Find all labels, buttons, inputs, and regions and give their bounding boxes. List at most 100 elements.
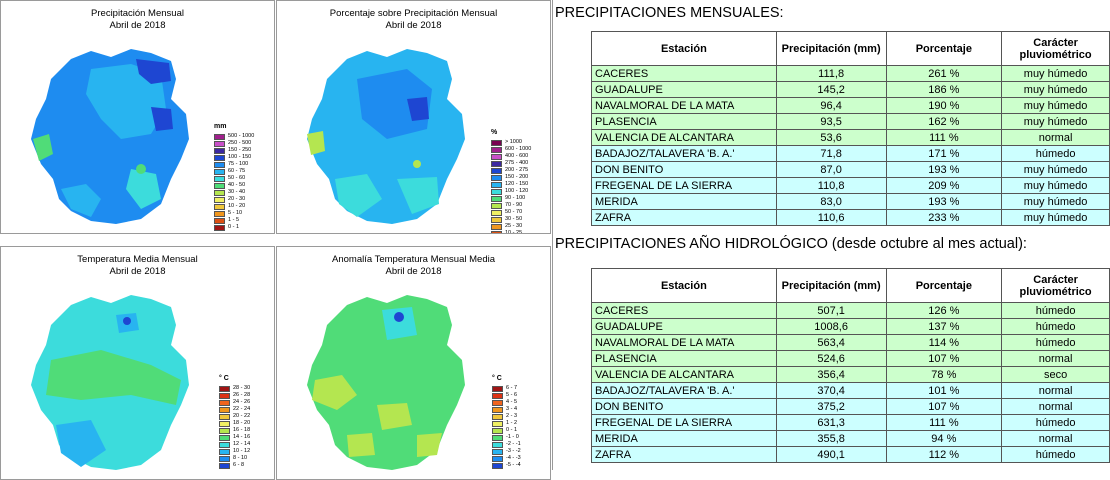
legend-item: -5 - -4 <box>492 462 521 469</box>
legend-label: 100 - 150 <box>228 154 252 160</box>
cell-percent: 209 % <box>885 177 1003 194</box>
cell-character: húmedo <box>1001 334 1110 351</box>
header-character: Carácter pluviométrico <box>1001 268 1110 303</box>
legend-swatch <box>491 223 502 230</box>
legend-label: -5 - -4 <box>506 462 521 468</box>
legend-label: 10 - 20 <box>228 203 246 209</box>
legend-swatch <box>491 202 502 209</box>
cell-percent: 111 % <box>885 414 1003 431</box>
legend-unit: ° C <box>219 375 229 382</box>
legend-item: 3 - 4 <box>492 406 521 413</box>
cell-percent: 171 % <box>885 145 1003 162</box>
monthly-precipitation-table: Estación Precipitación (mm) Porcentaje C… <box>591 31 1110 226</box>
header-percent: Porcentaje <box>885 268 1003 303</box>
legend-item: 16 - 18 <box>219 427 250 434</box>
legend-label: -3 - -2 <box>506 448 521 454</box>
header-precipitation: Precipitación (mm) <box>775 31 887 66</box>
table-row: CACERES 111,8 261 % muy húmedo <box>591 65 1110 82</box>
legend-swatch <box>492 441 503 448</box>
legend-swatch <box>492 385 503 392</box>
legend-swatch <box>491 153 502 160</box>
legend-swatch <box>214 175 225 182</box>
legend-label: 40 - 50 <box>228 182 246 188</box>
legend-swatch <box>214 147 225 154</box>
legend-label: 6 - 8 <box>233 462 245 468</box>
cell-precipitation: 1008,6 <box>775 318 887 335</box>
map-legend: ° C 28 - 30 26 - 28 24 - 26 22 - 24 20 - 22 1… <box>219 375 250 469</box>
cell-station: CACERES <box>591 65 777 82</box>
cell-station: PLASENCIA <box>591 113 777 130</box>
legend-swatch <box>214 161 225 168</box>
extremadura-precipitation-map <box>31 49 189 224</box>
legend-label: 25 - 30 <box>505 223 523 229</box>
legend-item: 12 - 14 <box>219 441 250 448</box>
cell-precipitation: 524,6 <box>775 350 887 367</box>
legend-label: 0 - 1 <box>228 224 240 230</box>
cell-station: DON BENITO <box>591 161 777 178</box>
legend-item: 10 - 12 <box>219 448 250 455</box>
header-percent: Porcentaje <box>885 31 1003 66</box>
map-title-text: Precipitación Mensual <box>91 8 184 19</box>
map-legend: mm 500 - 1000 250 - 500 150 - 250 100 - 150… <box>214 123 254 231</box>
legend-item: 18 - 20 <box>219 420 250 427</box>
cell-character: muy húmedo <box>1001 97 1110 114</box>
table-row: MERIDA 355,8 94 % normal <box>591 430 1110 447</box>
cell-character: húmedo <box>1001 302 1110 319</box>
table-row: MERIDA 83,0 193 % muy húmedo <box>591 193 1110 210</box>
legend-item: 0 - 1 <box>492 427 521 434</box>
legend-item: 200 - 275 <box>491 167 531 174</box>
legend-label: 1 - 2 <box>506 420 518 426</box>
legend-item: 10 - 25 <box>491 230 531 233</box>
legend-swatch <box>219 420 230 427</box>
legend-item: 0 - 1 <box>214 224 254 231</box>
legend-item: 600 - 1000 <box>491 146 531 153</box>
legend-swatch <box>219 413 230 420</box>
legend-label: 600 - 1000 <box>505 146 532 152</box>
cell-percent: 162 % <box>885 113 1003 130</box>
cell-character: muy húmedo <box>1001 65 1110 82</box>
legend-item: -1 - 0 <box>492 434 521 441</box>
cell-precipitation: 96,4 <box>775 97 887 114</box>
legend-swatch <box>214 189 225 196</box>
legend-unit: % <box>491 129 498 136</box>
map-subtitle-text: Abril de 2018 <box>109 20 166 31</box>
legend-swatch <box>214 217 225 224</box>
map-panel-temperature-anomaly: Anomalía Temperatura Mensual Media Abril… <box>276 246 551 480</box>
cell-character: húmedo <box>1001 318 1110 335</box>
header-station: Estación <box>591 268 777 303</box>
cell-character: húmedo <box>1001 145 1110 162</box>
legend-swatch <box>491 160 502 167</box>
legend-swatch <box>491 139 502 146</box>
cell-precipitation: 111,8 <box>775 65 887 82</box>
legend-label: 5 - 10 <box>228 210 243 216</box>
legend-item: 250 - 500 <box>214 140 254 147</box>
legend-label: 60 - 75 <box>228 168 246 174</box>
cell-precipitation: 490,1 <box>775 446 887 463</box>
cell-percent: 107 % <box>885 398 1003 415</box>
legend-item: 100 - 120 <box>491 188 531 195</box>
cell-precipitation: 71,8 <box>775 145 887 162</box>
cell-station: BADAJOZ/TALAVERA 'B. A.' <box>591 145 777 162</box>
legend-label: 100 - 120 <box>505 188 529 194</box>
cell-percent: 94 % <box>885 430 1003 447</box>
cell-character: muy húmedo <box>1001 209 1110 226</box>
cell-character: muy húmedo <box>1001 81 1110 98</box>
legend-label: -2 - -1 <box>506 441 521 447</box>
legend-swatch <box>214 224 225 231</box>
legend-swatch <box>214 168 225 175</box>
cell-percent: 107 % <box>885 350 1003 367</box>
cell-precipitation: 370,4 <box>775 382 887 399</box>
legend-item: 1 - 2 <box>492 420 521 427</box>
maps-area: Precipitación Mensual Abril de 2018 mm 5… <box>0 0 553 480</box>
legend-label: 120 - 150 <box>505 181 529 187</box>
cell-character: húmedo <box>1001 446 1110 463</box>
map-subtitle-text: Abril de 2018 <box>385 266 442 277</box>
legend-label: 150 - 250 <box>228 147 252 153</box>
monthly-section-title: PRECIPITACIONES MENSUALES: <box>555 5 784 21</box>
extremadura-percent-map <box>307 49 465 224</box>
legend-item: 26 - 28 <box>219 392 250 399</box>
legend-swatch <box>219 455 230 462</box>
cell-station: GUADALUPE <box>591 318 777 335</box>
legend-label: 20 - 30 <box>228 196 246 202</box>
cell-percent: 233 % <box>885 209 1003 226</box>
